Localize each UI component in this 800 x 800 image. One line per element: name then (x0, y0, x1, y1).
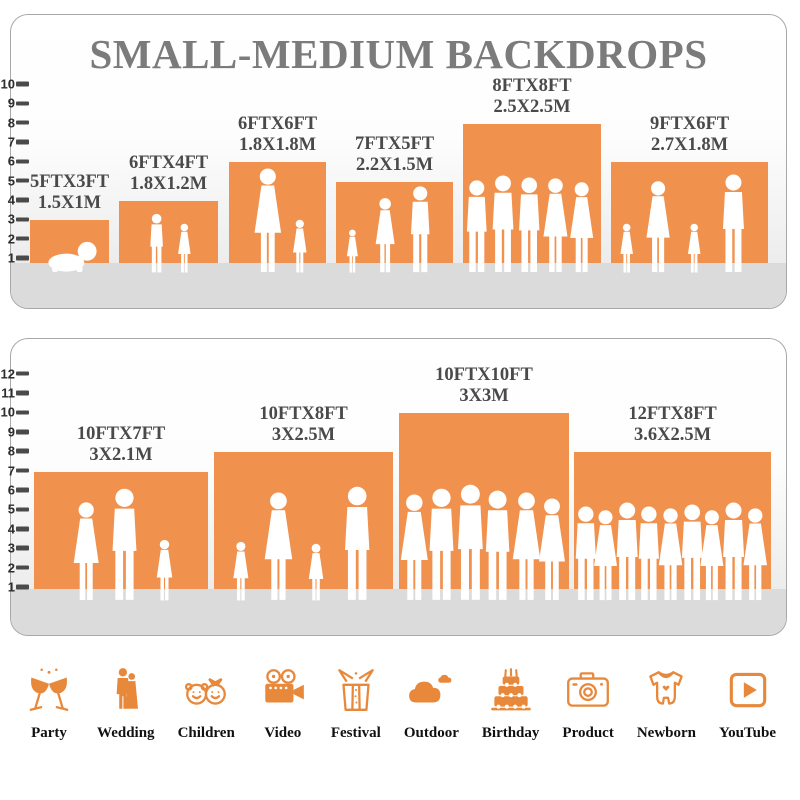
category-video: Video (258, 665, 308, 742)
woman-silhouette (375, 198, 395, 273)
woman-silhouette (293, 219, 307, 273)
woman-silhouette (620, 223, 633, 273)
baby-silhouette (48, 241, 97, 273)
bar-size-label: 6FTX6FT 1.8X1.8M (237, 114, 318, 156)
man-silhouette (723, 502, 745, 600)
woman-silhouette (539, 498, 565, 600)
woman-silhouette (700, 510, 724, 601)
page-title: SMALL-MEDIUM BACKDROPS (89, 31, 708, 77)
category-label: Video (264, 725, 302, 741)
bar-size-label: 10FTX7FT 3X2.1M (76, 423, 166, 465)
woman-silhouette (156, 539, 173, 601)
people-silhouette-group (73, 488, 173, 601)
people-silhouette-group (150, 213, 191, 273)
category-row: Party Wedding Children (0, 665, 800, 742)
category-label: Product (562, 725, 614, 741)
video-icon (265, 669, 304, 703)
woman-silhouette (346, 229, 358, 273)
woman-silhouette (570, 182, 594, 273)
man-silhouette (345, 486, 370, 600)
bar-size-label: 10FTX10FT 3X3M (435, 365, 533, 407)
floor-strip (11, 589, 786, 635)
birthday-icon (490, 668, 531, 711)
bar-size-label: 9FTX6FT 2.7X1.8M (649, 114, 730, 156)
chart-panel-large: 10FTX7FT 3X2.1M 10FTX8FT 3X2.5M 10FTX10F… (10, 338, 787, 636)
woman-silhouette (743, 508, 767, 601)
man-silhouette (150, 213, 163, 273)
bar-size-label: 8FTX8FT 2.5X2.5M (492, 75, 572, 117)
man-silhouette (638, 506, 659, 601)
category-label: Children (177, 725, 235, 741)
newborn-icon (649, 671, 684, 705)
youtube-icon (729, 672, 766, 708)
category-product: Product (562, 665, 614, 742)
woman-silhouette (594, 510, 618, 601)
woman-silhouette (264, 492, 293, 600)
bar-size-label: 10FTX8FT 3X2.5M (259, 404, 348, 446)
category-newborn: Newborn (637, 665, 696, 742)
man-silhouette (466, 180, 487, 273)
bar-size-label: 6FTX4FT 1.8X1.2M (128, 153, 209, 195)
woman-silhouette (254, 168, 282, 272)
wedding-icon (116, 668, 138, 709)
outdoor-icon (409, 674, 452, 703)
category-youtube: YouTube (719, 665, 776, 742)
people-silhouette-group (48, 241, 97, 273)
woman-silhouette (400, 494, 428, 600)
man-silhouette (429, 488, 454, 600)
man-silhouette (485, 490, 510, 600)
woman-silhouette (512, 492, 541, 600)
people-silhouette-group (254, 168, 307, 273)
man-silhouette (519, 177, 540, 273)
bar-size-label: 12FTX8FT 3.6X2.5M (628, 404, 717, 446)
woman-silhouette (646, 181, 670, 273)
party-icon (29, 668, 69, 711)
category-label: Festival (330, 725, 381, 741)
people-silhouette-group (233, 486, 370, 601)
category-birthday: Birthday (481, 665, 540, 742)
backdrop-rect (119, 201, 218, 263)
festival-icon (338, 669, 374, 711)
man-silhouette (722, 174, 744, 272)
chart-panel-small-medium: SMALL-MEDIUM BACKDROPS 5FTX3FT 1.5X1M 6F… (10, 14, 787, 309)
category-label: Wedding (97, 725, 155, 741)
man-silhouette (112, 488, 137, 600)
man-silhouette (411, 186, 430, 273)
woman-silhouette (687, 223, 701, 273)
category-label: YouTube (719, 725, 776, 741)
people-silhouette-group (466, 175, 594, 273)
people-silhouette-group (400, 484, 565, 600)
woman-silhouette (73, 502, 99, 600)
category-label: Newborn (636, 725, 696, 741)
category-label: Party (31, 725, 67, 741)
man-silhouette (681, 504, 703, 601)
man-silhouette (458, 484, 483, 600)
woman-silhouette (233, 541, 249, 601)
bar-size-label: 7FTX5FT 2.2X1.5M (354, 133, 435, 175)
woman-silhouette (658, 508, 683, 601)
children-icon (185, 678, 227, 705)
people-silhouette-group (620, 174, 744, 273)
man-silhouette (492, 175, 514, 273)
category-children: Children (178, 665, 235, 742)
woman-silhouette (178, 223, 191, 273)
category-label: Birthday (481, 725, 540, 741)
category-wedding: Wedding (97, 665, 155, 742)
category-label: Outdoor (403, 725, 459, 741)
man-silhouette (616, 502, 638, 600)
people-silhouette-group (346, 186, 430, 273)
category-festival: Festival (331, 665, 381, 742)
woman-silhouette (543, 178, 568, 273)
category-outdoor: Outdoor (404, 665, 459, 742)
people-silhouette-group (575, 502, 767, 601)
woman-silhouette (308, 543, 324, 601)
category-party: Party (24, 665, 74, 742)
product-icon (567, 672, 610, 707)
man-silhouette (575, 506, 596, 601)
bar-size-label: 5FTX3FT 1.5X1M (29, 172, 110, 214)
